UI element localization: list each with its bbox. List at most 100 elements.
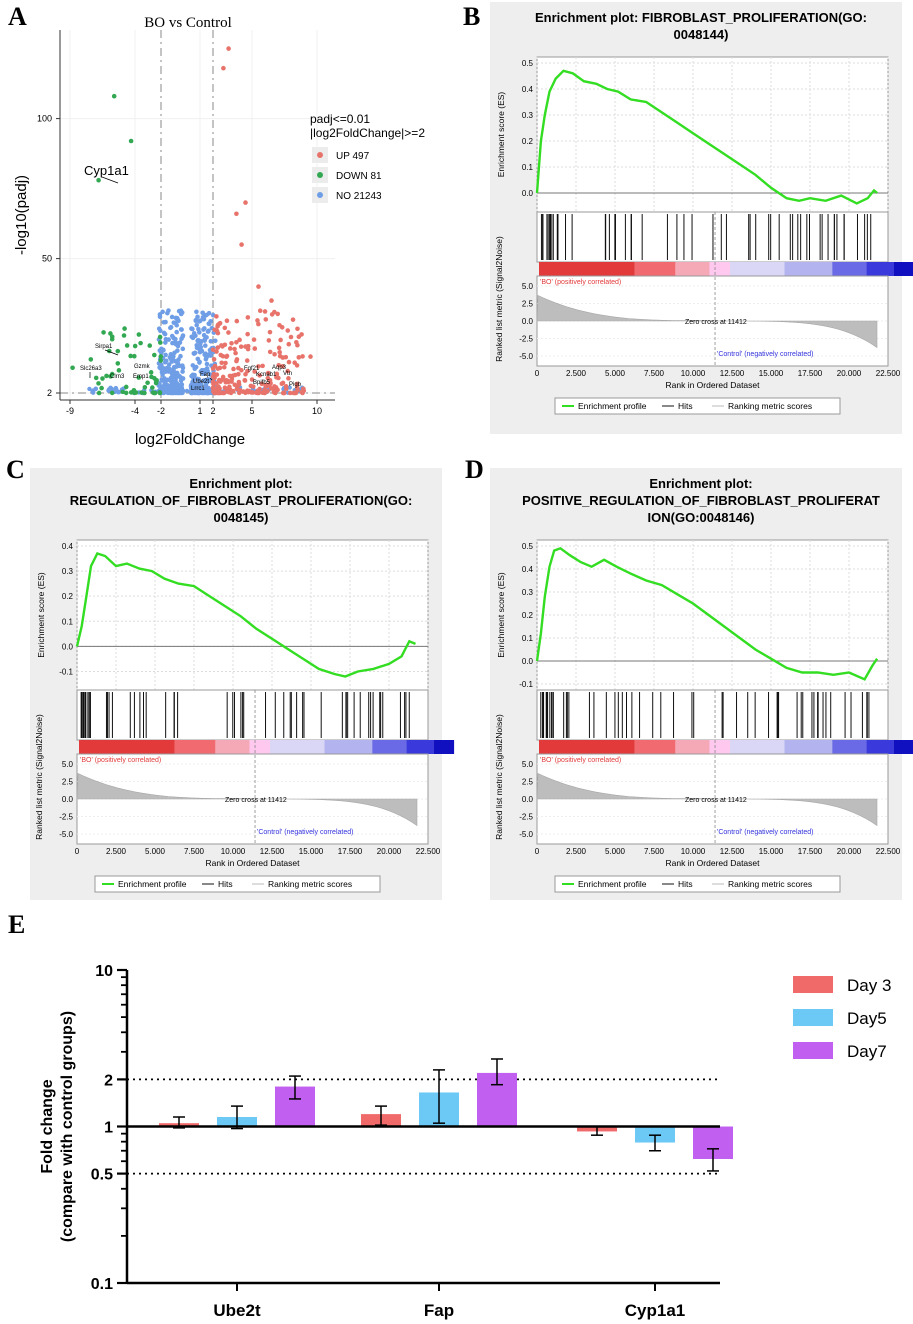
volcano-point-no — [171, 390, 177, 395]
gsea-d-rank-color-segment — [634, 740, 676, 754]
gsea-b-legend-hits-label: Hits — [678, 401, 693, 411]
volcano-point-up — [268, 381, 273, 387]
gsea-d-metric-tick-label: -5.0 — [519, 830, 533, 839]
volcano-point-down — [158, 340, 163, 345]
bar-category-label: Fap — [424, 1301, 454, 1320]
volcano-point-no — [192, 366, 198, 371]
volcano-point-no — [199, 348, 205, 354]
volcano-point-no — [206, 388, 212, 394]
gsea-b-rank-color-segment — [729, 262, 785, 276]
bar-y-label-line1: Fold change — [39, 1079, 56, 1173]
volcano-point-up — [215, 324, 220, 329]
gsea-b-zero-cross-label: Zero cross at 11412 — [685, 319, 747, 326]
gsea-c-es-tick-label: 0.3 — [62, 567, 74, 576]
gsea-b-x-tick-label: 22.500 — [876, 369, 901, 378]
volcano-point-no — [168, 356, 174, 362]
gsea-c-x-tick-label: 2.500 — [106, 847, 127, 856]
gsea-b-rank-color-segment — [539, 262, 635, 276]
gsea-b-rank-color-segment — [709, 262, 730, 276]
gsea-d-rank-color-segment — [539, 740, 635, 754]
volcano-point-no — [180, 346, 186, 352]
volcano-legend-label: UP 497 — [336, 151, 370, 162]
volcano-legend-dot — [317, 152, 323, 158]
volcano-point-up — [275, 311, 281, 317]
gsea-c-es-tick-label: 0.2 — [62, 592, 74, 601]
volcano-point-up — [283, 354, 289, 360]
volcano-point-up — [210, 347, 216, 353]
volcano-point-up — [249, 377, 255, 382]
volcano-points — [70, 46, 313, 396]
gsea-c-metric-tick-label: 5.0 — [62, 760, 74, 769]
gsea-d-metric-tick-label: -2.5 — [519, 813, 533, 822]
gsea-b-metric-y-label: Ranked list metric (Signal2Noise) — [494, 236, 504, 362]
volcano-point-up — [263, 317, 269, 322]
volcano-point-up — [256, 284, 261, 289]
volcano-point-no — [204, 355, 209, 360]
volcano-point-down — [149, 374, 154, 380]
gsea-c-enrichment-profile — [75, 552, 416, 678]
gsea-c-metric-tick-label: 0.0 — [62, 795, 74, 804]
volcano-point-no — [180, 369, 185, 374]
gsea-b-es-tick-label: 0.5 — [522, 59, 534, 68]
volcano-point-no — [166, 369, 172, 374]
volcano-point-no — [178, 378, 184, 383]
volcano-gene-label: Pigb — [289, 382, 302, 388]
bar-y-tick-label: 0.1 — [91, 1276, 113, 1293]
volcano-point-no — [157, 314, 163, 320]
gsea-c-rank-color-segment — [324, 740, 373, 754]
volcano-point-no — [157, 365, 162, 370]
gsea-c-title: 0048145) — [214, 510, 269, 525]
volcano-point-up — [237, 337, 242, 343]
volcano-point-down — [138, 340, 143, 346]
volcano-point-up — [212, 388, 218, 394]
volcano-point-down — [115, 361, 121, 366]
volcano-point-down — [101, 330, 106, 335]
volcano-point-up — [272, 309, 277, 315]
volcano-point-up — [299, 332, 304, 337]
volcano-point-no — [179, 387, 185, 393]
volcano-point-no — [202, 313, 208, 319]
volcano-x-label: log2FoldChange — [135, 431, 245, 448]
volcano-point-up — [264, 382, 269, 388]
gsea-d-rank-color-segment — [709, 740, 730, 754]
gsea-b-x-tick-label: 5.000 — [605, 369, 626, 378]
volcano-point-no — [190, 387, 195, 392]
gsea-d-x-tick-label: 10.000 — [681, 847, 706, 856]
volcano-point-up — [286, 341, 292, 347]
volcano-point-up — [294, 363, 300, 368]
volcano-point-up — [295, 326, 300, 332]
gsea-d-legend-box — [554, 875, 841, 893]
volcano-point-no — [201, 327, 206, 332]
gsea-b-legend-box — [554, 397, 841, 415]
volcano-point-down — [153, 378, 159, 383]
volcano-point-up — [232, 346, 237, 352]
volcano-gene-label: Lrrc1 — [191, 386, 205, 392]
gsea-c-x-tick-label: 20.000 — [377, 847, 402, 856]
volcano-point-up — [214, 314, 219, 319]
volcano-point-up — [233, 350, 238, 356]
volcano-point-no — [203, 383, 209, 388]
volcano-point-no — [174, 371, 180, 377]
gsea-d-x-tick-label: 17.500 — [798, 847, 823, 856]
volcano-point-no — [194, 309, 199, 315]
volcano-point-up — [295, 388, 300, 393]
volcano-point-up — [308, 354, 313, 359]
volcano-point-no — [207, 351, 213, 357]
volcano-point-up — [234, 358, 239, 364]
gsea-c-x-tick-label: 22.500 — [416, 847, 441, 856]
volcano-x-tick-label: 10 — [312, 406, 322, 416]
volcano-point-down — [122, 326, 127, 331]
gsea-d-rank-color-segment — [893, 740, 913, 754]
volcano-point-up — [255, 318, 260, 323]
volcano-gene-label: Vtn — [283, 371, 292, 377]
gsea-b-x-tick-label: 20.000 — [837, 369, 862, 378]
gsea-c-title: REGULATION_OF_FIBROBLAST_PROLIFERATION(G… — [70, 493, 413, 508]
volcano-legend-dot — [317, 172, 323, 178]
gsea-b-metric-area-fill — [536, 294, 878, 349]
gsea-d-legend-hits-label: Hits — [678, 879, 693, 889]
gsea-c-es-tick-label: -0.1 — [59, 667, 73, 676]
volcano-point-down — [147, 343, 153, 348]
gsea-b-es-tick-label: 0.4 — [522, 85, 534, 94]
volcano-point-up — [274, 374, 279, 380]
volcano-point-no — [176, 318, 181, 324]
